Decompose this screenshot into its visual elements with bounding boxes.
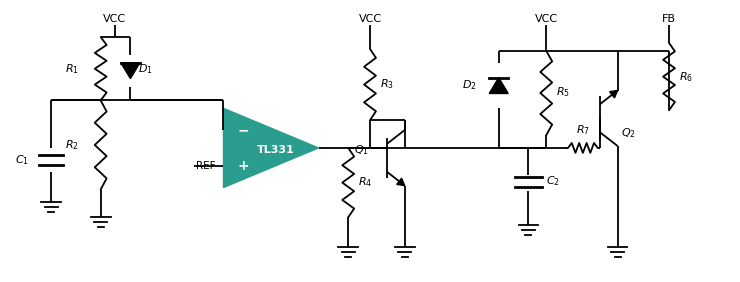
Text: REF: REF — [196, 161, 215, 171]
Text: $R_2$: $R_2$ — [65, 138, 79, 152]
Text: VCC: VCC — [358, 14, 382, 24]
Text: VCC: VCC — [103, 14, 126, 24]
Text: VCC: VCC — [535, 14, 558, 24]
Polygon shape — [121, 63, 140, 79]
Polygon shape — [610, 91, 618, 98]
Text: FB: FB — [662, 14, 676, 24]
Text: $R_4$: $R_4$ — [358, 176, 372, 190]
Text: $R_1$: $R_1$ — [65, 62, 79, 76]
Polygon shape — [489, 78, 508, 93]
Polygon shape — [397, 178, 405, 186]
Text: $C_2$: $C_2$ — [546, 175, 560, 188]
Text: −: − — [238, 123, 249, 137]
Text: $R_7$: $R_7$ — [576, 123, 590, 137]
Text: $Q_2$: $Q_2$ — [622, 126, 636, 140]
Polygon shape — [223, 108, 318, 188]
Text: $R_6$: $R_6$ — [679, 70, 693, 83]
Text: $D_1$: $D_1$ — [138, 62, 153, 76]
Text: $D_2$: $D_2$ — [462, 79, 477, 92]
Text: TL331: TL331 — [257, 145, 295, 155]
Text: $R_5$: $R_5$ — [556, 85, 570, 99]
Text: $Q_1$: $Q_1$ — [354, 143, 369, 157]
Text: $C_1$: $C_1$ — [16, 153, 30, 167]
Text: +: + — [238, 159, 249, 173]
Text: $R_3$: $R_3$ — [380, 78, 394, 91]
